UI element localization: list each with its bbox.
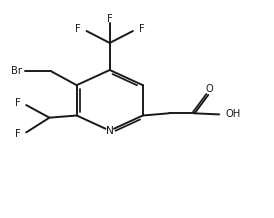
Text: F: F	[107, 14, 113, 24]
Text: OH: OH	[226, 109, 241, 119]
Text: F: F	[75, 24, 81, 34]
Text: F: F	[139, 24, 145, 34]
Text: F: F	[15, 98, 21, 108]
Text: N: N	[106, 126, 114, 136]
Text: Br: Br	[11, 66, 22, 76]
Text: F: F	[15, 129, 21, 139]
Text: O: O	[206, 84, 213, 94]
